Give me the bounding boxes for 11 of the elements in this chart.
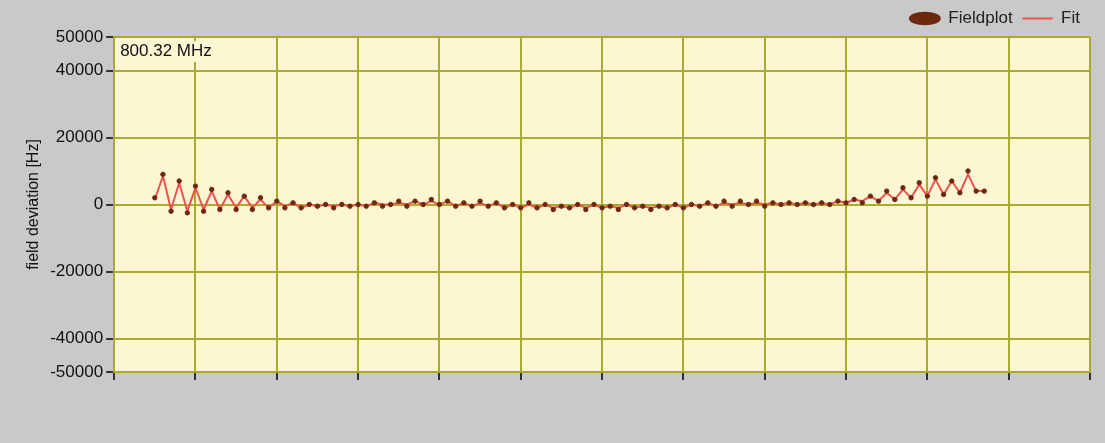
- y-tick-label: -20000: [50, 261, 104, 281]
- annotation: 800.32 MHz: [120, 41, 212, 61]
- y-axis-title: field deviation [Hz]: [24, 139, 42, 270]
- y-tick-label: 20000: [55, 127, 104, 147]
- y-tick-label: 50000: [55, 26, 104, 46]
- y-tick-label: 0: [93, 194, 104, 214]
- legend-label: Fit: [1061, 8, 1081, 28]
- y-tick-label: -50000: [50, 361, 104, 381]
- legend-label: Fieldplot: [948, 8, 1013, 28]
- y-tick-label: 40000: [55, 60, 104, 80]
- y-tick-label: -40000: [50, 328, 104, 348]
